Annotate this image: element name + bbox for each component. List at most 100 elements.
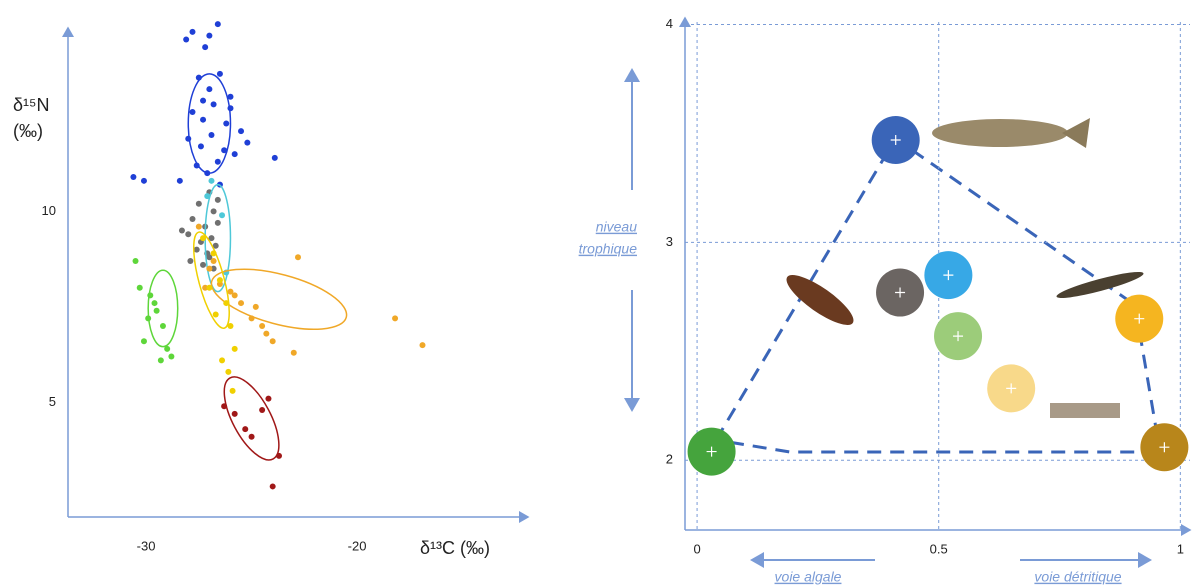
point xyxy=(238,300,245,307)
point xyxy=(290,349,297,356)
point xyxy=(227,93,234,100)
point xyxy=(157,357,164,364)
point xyxy=(210,250,217,257)
point xyxy=(221,403,228,410)
point xyxy=(200,261,207,268)
point xyxy=(227,322,234,329)
point xyxy=(223,300,230,307)
point xyxy=(204,170,211,177)
point xyxy=(265,395,272,402)
point xyxy=(219,212,226,219)
point xyxy=(176,177,183,184)
point xyxy=(392,315,399,322)
point xyxy=(210,101,217,108)
point xyxy=(214,158,221,165)
x-axis-label: δ¹³C (‰) xyxy=(420,538,490,558)
point xyxy=(140,338,147,345)
point xyxy=(259,322,266,329)
annotation: niveau xyxy=(596,219,637,235)
center-cross xyxy=(895,287,906,298)
point xyxy=(231,345,238,352)
y-axis-label: δ¹⁵N xyxy=(13,95,49,115)
point xyxy=(183,36,190,43)
point xyxy=(295,254,301,261)
x-tick-label: -30 xyxy=(137,538,156,553)
y-axis-label: (‰) xyxy=(13,121,43,141)
x-tick-label: -20 xyxy=(348,538,367,553)
center-cross xyxy=(890,135,901,146)
point xyxy=(206,32,213,39)
point xyxy=(248,433,255,440)
y-tick-label: 5 xyxy=(49,394,56,409)
point xyxy=(187,258,194,265)
center-cross xyxy=(953,331,964,342)
y-tick-label: 4 xyxy=(666,16,673,31)
point xyxy=(204,193,211,200)
center-cross xyxy=(1134,313,1145,324)
point xyxy=(214,219,221,226)
point xyxy=(259,407,266,414)
plot xyxy=(687,116,1189,476)
point xyxy=(206,265,213,272)
point xyxy=(229,387,236,394)
point xyxy=(210,258,217,265)
x-tick-label: 1 xyxy=(1177,541,1184,556)
point xyxy=(202,284,209,291)
point xyxy=(168,353,175,360)
point xyxy=(271,154,278,161)
point xyxy=(248,315,255,322)
point xyxy=(208,131,215,138)
center-cross xyxy=(1159,442,1170,453)
ellipse xyxy=(147,269,179,348)
point xyxy=(227,288,234,295)
point xyxy=(206,254,213,261)
point xyxy=(151,300,158,307)
annotation: voie algale xyxy=(775,569,842,585)
point xyxy=(244,139,251,146)
point xyxy=(200,97,207,104)
point xyxy=(214,21,221,28)
y-tick-label: 10 xyxy=(42,203,56,218)
point xyxy=(197,143,204,150)
point xyxy=(210,265,217,272)
point xyxy=(202,44,209,51)
point xyxy=(178,227,185,234)
point xyxy=(242,426,249,433)
point xyxy=(140,177,147,184)
point xyxy=(238,128,245,135)
point xyxy=(231,151,238,158)
ellipse xyxy=(210,268,348,330)
point xyxy=(263,330,270,337)
fish-illustration xyxy=(786,118,1144,418)
point xyxy=(200,235,207,242)
point xyxy=(221,147,228,154)
ellipse xyxy=(192,231,230,329)
point xyxy=(216,277,223,284)
point xyxy=(130,173,137,180)
center-cross xyxy=(1006,383,1017,394)
point xyxy=(219,357,226,364)
point xyxy=(185,135,192,142)
point xyxy=(269,483,276,490)
point xyxy=(189,109,196,116)
point xyxy=(185,231,192,238)
point xyxy=(223,120,230,127)
center-cross xyxy=(706,446,717,457)
y-tick-label: 3 xyxy=(666,234,673,249)
point xyxy=(269,338,276,345)
center-cross xyxy=(943,270,954,281)
point xyxy=(214,196,221,203)
point xyxy=(208,177,215,184)
point xyxy=(195,223,202,230)
point xyxy=(212,311,219,318)
point xyxy=(208,235,215,242)
point xyxy=(276,452,283,459)
ellipse xyxy=(223,376,280,461)
plot xyxy=(130,21,426,490)
y-tick-label: 2 xyxy=(666,452,673,467)
point xyxy=(195,74,202,81)
point xyxy=(227,105,234,112)
point xyxy=(193,162,200,169)
point xyxy=(419,342,426,349)
